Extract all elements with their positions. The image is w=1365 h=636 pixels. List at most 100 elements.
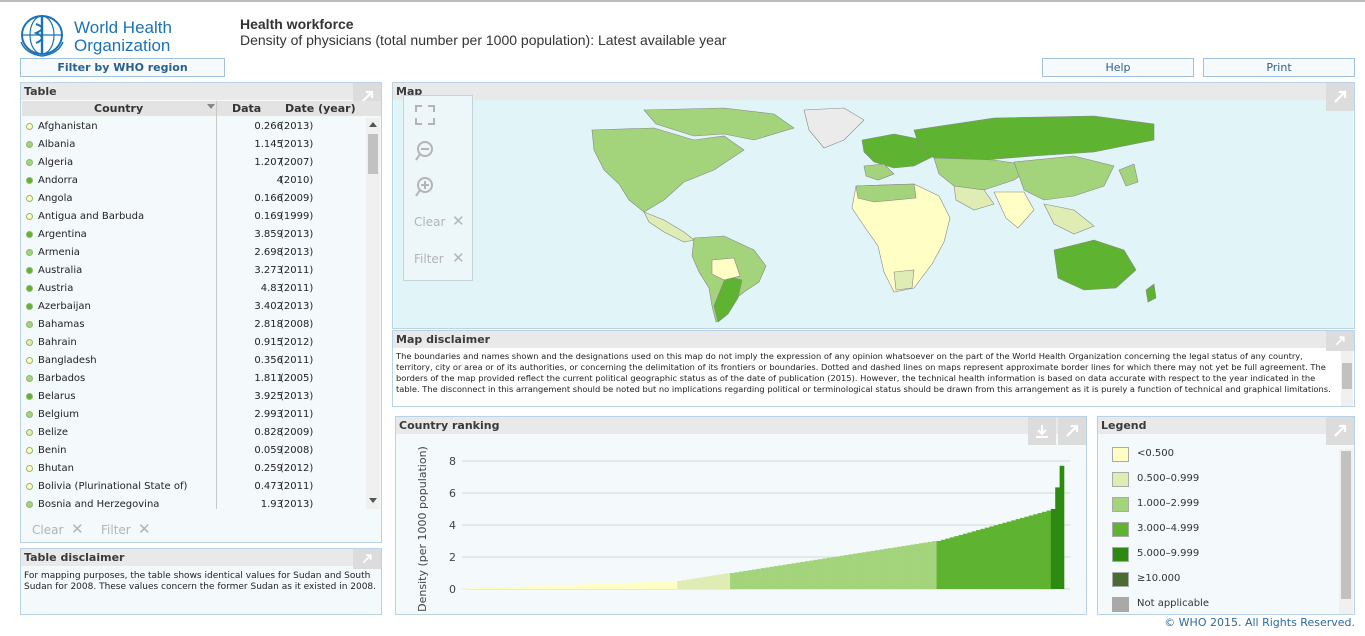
world-map[interactable]: [394, 100, 1353, 328]
map-disclaimer-scrollbar[interactable]: [1341, 351, 1353, 406]
scroll-up-icon[interactable]: [369, 122, 377, 127]
chart-bar: [712, 575, 718, 589]
status-dot: [26, 159, 33, 166]
table-row[interactable]: Belize 0.828 (2009): [22, 424, 367, 442]
ranking-panel: Country ranking Density (per 1000 popula…: [395, 416, 1087, 615]
chart-bar: [1037, 513, 1043, 589]
cell-country: Benin: [38, 445, 67, 456]
table-disclaimer-expand-button[interactable]: [353, 549, 381, 569]
table-disclaimer-panel: Table disclaimer For mapping purposes, t…: [20, 548, 382, 615]
chart-bar: [949, 537, 955, 589]
table-row[interactable]: Argentina 3.859 (2013): [22, 226, 367, 244]
chart-bar: [620, 583, 625, 589]
table-clear-button[interactable]: Clear: [32, 523, 64, 537]
chart-bar: [483, 587, 489, 589]
zoom-out-icon[interactable]: [414, 140, 436, 162]
legend-expand-button[interactable]: [1326, 417, 1354, 445]
table-row[interactable]: Azerbaijan 3.402 (2013): [22, 298, 367, 316]
chart-bar: [897, 546, 902, 589]
cell-country: Australia: [38, 265, 83, 276]
cell-year: (2011): [280, 283, 314, 294]
chart-bar: [905, 545, 911, 589]
table-row[interactable]: Belarus 3.925 (2013): [22, 388, 367, 406]
close-icon[interactable]: ✕: [138, 520, 151, 538]
map-panel: Map: [392, 82, 1355, 329]
ranking-expand-button[interactable]: [1058, 417, 1086, 445]
filter-by-region-button[interactable]: Filter by WHO region: [20, 58, 225, 77]
chart-bar: [1055, 487, 1060, 589]
chart-bar: [932, 541, 937, 589]
status-dot: [26, 285, 33, 292]
legend-scrollbar[interactable]: [1339, 449, 1353, 614]
chart-bar: [918, 543, 924, 589]
table-row[interactable]: Andorra 4 (2010): [22, 172, 367, 190]
chart-bar: [861, 552, 867, 589]
table-row[interactable]: Bangladesh 0.356 (2011): [22, 352, 367, 370]
chart-bar: [848, 554, 854, 589]
cell-country: Austria: [38, 283, 74, 294]
zoom-in-icon[interactable]: [414, 176, 436, 198]
map-filter-button[interactable]: Filter: [414, 252, 444, 266]
chart-bar: [708, 576, 713, 589]
close-icon[interactable]: ✕: [452, 212, 465, 230]
column-header-data[interactable]: Data: [232, 102, 262, 115]
table-row[interactable]: Bahamas 2.818 (2008): [22, 316, 367, 334]
download-button[interactable]: [1028, 417, 1056, 445]
table-row[interactable]: Bahrain 0.915 (2012): [22, 334, 367, 352]
legend-label: ≥10.000: [1137, 573, 1181, 584]
fullscreen-icon[interactable]: [414, 104, 436, 126]
chart-bar: [1002, 522, 1008, 589]
table-row[interactable]: Bosnia and Herzegovina 1.93 (2013): [22, 496, 367, 514]
legend-scrollbar-thumb[interactable]: [1341, 451, 1351, 599]
map-disclaimer-expand-button[interactable]: [1326, 331, 1354, 351]
close-icon[interactable]: ✕: [71, 520, 84, 538]
chart-bar: [694, 578, 700, 589]
table-scrollbar-thumb[interactable]: [368, 134, 378, 174]
help-button[interactable]: Help: [1042, 58, 1194, 77]
chart-bar: [505, 587, 511, 589]
scroll-down-icon[interactable]: [369, 498, 377, 503]
cell-year: (2011): [280, 355, 314, 366]
chart-bar: [787, 564, 792, 589]
cell-year: (2013): [280, 229, 314, 240]
cell-data: 0.356: [254, 355, 283, 366]
cell-data: 3.273: [254, 265, 283, 276]
sort-arrow-icon[interactable]: [207, 104, 215, 109]
cell-year: (1999): [280, 211, 314, 222]
table-row[interactable]: Algeria 1.207 (2007): [22, 154, 367, 172]
table-row[interactable]: Australia 3.273 (2011): [22, 262, 367, 280]
chart-bar: [800, 561, 806, 589]
legend-label: 0.500–0.999: [1137, 473, 1200, 484]
map-disclaimer-scrollbar-thumb[interactable]: [1342, 363, 1352, 389]
table-row[interactable]: Antigua and Barbuda 0.169 (1999): [22, 208, 367, 226]
chart-y-tick-label: 2: [449, 551, 456, 564]
table-row[interactable]: Belgium 2.993 (2011): [22, 406, 367, 424]
column-header-country[interactable]: Country: [94, 102, 144, 115]
cell-data: 4.83: [260, 283, 283, 294]
expand-icon: [1066, 424, 1079, 437]
cell-country: Armenia: [38, 247, 80, 258]
table-scrollbar[interactable]: [366, 118, 380, 509]
table-row[interactable]: Albania 1.145 (2013): [22, 136, 367, 154]
chart-bar: [497, 587, 502, 589]
table-row[interactable]: Bhutan 0.259 (2012): [22, 460, 367, 478]
world-map-graphic[interactable]: [394, 100, 1353, 328]
table-row[interactable]: Angola 0.166 (2009): [22, 190, 367, 208]
chart-bar: [756, 568, 762, 589]
table-filter-button[interactable]: Filter: [101, 523, 131, 537]
map-clear-button[interactable]: Clear: [414, 215, 446, 229]
map-expand-button[interactable]: [1326, 83, 1354, 111]
table-row[interactable]: Bolivia (Plurinational State of) 0.473 (20…: [22, 478, 367, 496]
cell-data: 0.169: [254, 211, 283, 222]
table-row[interactable]: Armenia 2.698 (2013): [22, 244, 367, 262]
chart-bar: [598, 583, 603, 589]
print-button[interactable]: Print: [1203, 58, 1355, 77]
table-row[interactable]: Afghanistan 0.266 (2013): [22, 118, 367, 136]
table-panel-title: Table: [21, 83, 381, 100]
table-row[interactable]: Barbados 1.811 (2005): [22, 370, 367, 388]
table-row[interactable]: Austria 4.83 (2011): [22, 280, 367, 298]
table-row[interactable]: Benin 0.059 (2008): [22, 442, 367, 460]
close-icon[interactable]: ✕: [452, 249, 465, 267]
column-header-date[interactable]: Date (year): [285, 102, 356, 115]
ranking-panel-title: Country ranking: [396, 417, 1086, 434]
